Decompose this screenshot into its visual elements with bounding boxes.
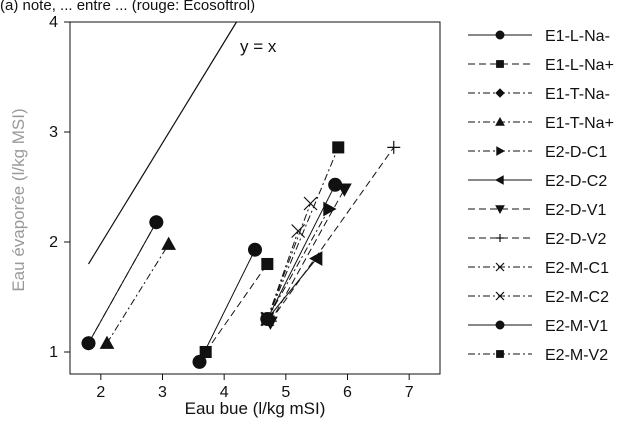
legend-label: E2-M-V2 (545, 347, 608, 364)
data-point (261, 312, 274, 326)
series-line (266, 208, 330, 320)
series-line (270, 147, 395, 322)
legend-item: E1-T-Na+ (468, 115, 614, 132)
data-point (99, 335, 115, 349)
legend-label: E1-T-Na- (545, 86, 610, 103)
series-line (266, 203, 311, 320)
series-E1-T-Na+ (99, 236, 177, 349)
legend-item: E2-M-V1 (468, 318, 608, 335)
x-tick-label: 7 (405, 384, 414, 401)
legend-marker (495, 291, 505, 301)
series-line (88, 221, 157, 344)
series-E1-L-Na- (81, 215, 164, 351)
identity-annotation: y = x (240, 37, 277, 56)
plot-frame (69, 21, 441, 375)
data-point (149, 214, 164, 230)
data-point (291, 224, 306, 238)
data-point (328, 177, 343, 192)
legend-item: E1-L-Na- (468, 28, 610, 45)
legend-label: E2-M-C2 (545, 289, 609, 306)
y-tick-label: 2 (49, 234, 58, 251)
legend-item: E2-M-V2 (468, 347, 608, 364)
x-tick-label: 2 (96, 384, 105, 401)
legend-label: E2-D-C2 (545, 173, 607, 190)
legend-marker (495, 88, 505, 98)
data-point (248, 242, 262, 257)
series-line (266, 258, 318, 320)
identity-reference-line (87, 21, 238, 265)
y-tick-label: 4 (49, 14, 58, 31)
legend-label: E1-L-Na+ (545, 57, 614, 74)
legend-marker (495, 116, 505, 126)
legend-item: E1-L-Na+ (468, 57, 614, 74)
series-line (205, 263, 268, 353)
data-point (309, 251, 323, 266)
series-line (269, 188, 345, 323)
legend-item: E2-D-V1 (468, 202, 606, 219)
series-E2-D-V2 (263, 140, 401, 328)
series-line (199, 249, 256, 363)
series-line (266, 147, 339, 320)
legend-label: E1-L-Na- (545, 28, 610, 45)
data-point (192, 354, 207, 369)
data-point (303, 196, 318, 211)
data-point (261, 257, 274, 271)
legend-item: E2-M-C1 (468, 260, 609, 277)
legend-marker (496, 60, 504, 68)
series-E2-M-V2 (261, 141, 345, 326)
y-axis-label: Eau évaporée (l/kg MSI) (9, 108, 28, 291)
data-point (161, 236, 177, 250)
legend-marker (495, 205, 505, 215)
legend-item: E2-D-V2 (468, 231, 606, 248)
series-line (106, 243, 170, 344)
data-point (199, 345, 212, 359)
legend-label: E2-M-V1 (545, 318, 608, 335)
data-point (81, 335, 96, 351)
legend-label: E2-D-C1 (545, 144, 607, 161)
legend-marker (496, 234, 504, 242)
series-group (81, 140, 401, 369)
series-E1-T-Na- (81, 214, 164, 351)
legend-marker (495, 320, 505, 330)
x-axis-label: Eau bue (l/kg mSI) (185, 399, 326, 418)
y-tick-label: 3 (49, 124, 58, 141)
y-axis-ticks: 1 2 3 4 (49, 14, 70, 361)
legend-label: E1-T-Na+ (545, 115, 614, 132)
top-caption-fragment: (a) note, ... entre ... (rouge: Ecosoftr… (0, 0, 255, 14)
legend-marker (495, 30, 505, 40)
x-tick-label: 3 (158, 384, 167, 401)
x-tick-label: 6 (343, 384, 352, 401)
legend-marker (496, 146, 506, 156)
legend: E1-L-Na- E1-L-Na+ E1-T-Na- E1-T-Na+ E2-D-C1 E… (468, 28, 614, 364)
series-E2-M-V1 (192, 242, 262, 369)
legend-item: E2-D-C1 (468, 144, 607, 161)
series-line (266, 184, 336, 320)
y-tick-label: 1 (49, 344, 58, 361)
series-line (266, 230, 299, 320)
legend-item: E1-T-Na- (468, 86, 610, 103)
x-axis-ticks: 2 3 4 5 6 7 (96, 374, 414, 401)
data-point (323, 201, 337, 217)
legend-label: E2-D-V1 (545, 202, 606, 219)
x-tick-label: 4 (220, 384, 229, 401)
legend-label: E2-M-C1 (545, 260, 609, 277)
legend-marker (496, 350, 504, 358)
legend-item: E2-D-C2 (468, 173, 607, 190)
legend-label: E2-D-V2 (545, 231, 606, 248)
data-point (332, 141, 345, 154)
legend-item: E2-M-C2 (468, 289, 609, 306)
series-E2-M-C1 (260, 224, 306, 326)
legend-marker (495, 262, 505, 272)
data-point (387, 140, 401, 154)
legend-marker (494, 175, 504, 185)
x-tick-label: 5 (281, 384, 290, 401)
series-E1-L-Na+ (199, 257, 274, 359)
